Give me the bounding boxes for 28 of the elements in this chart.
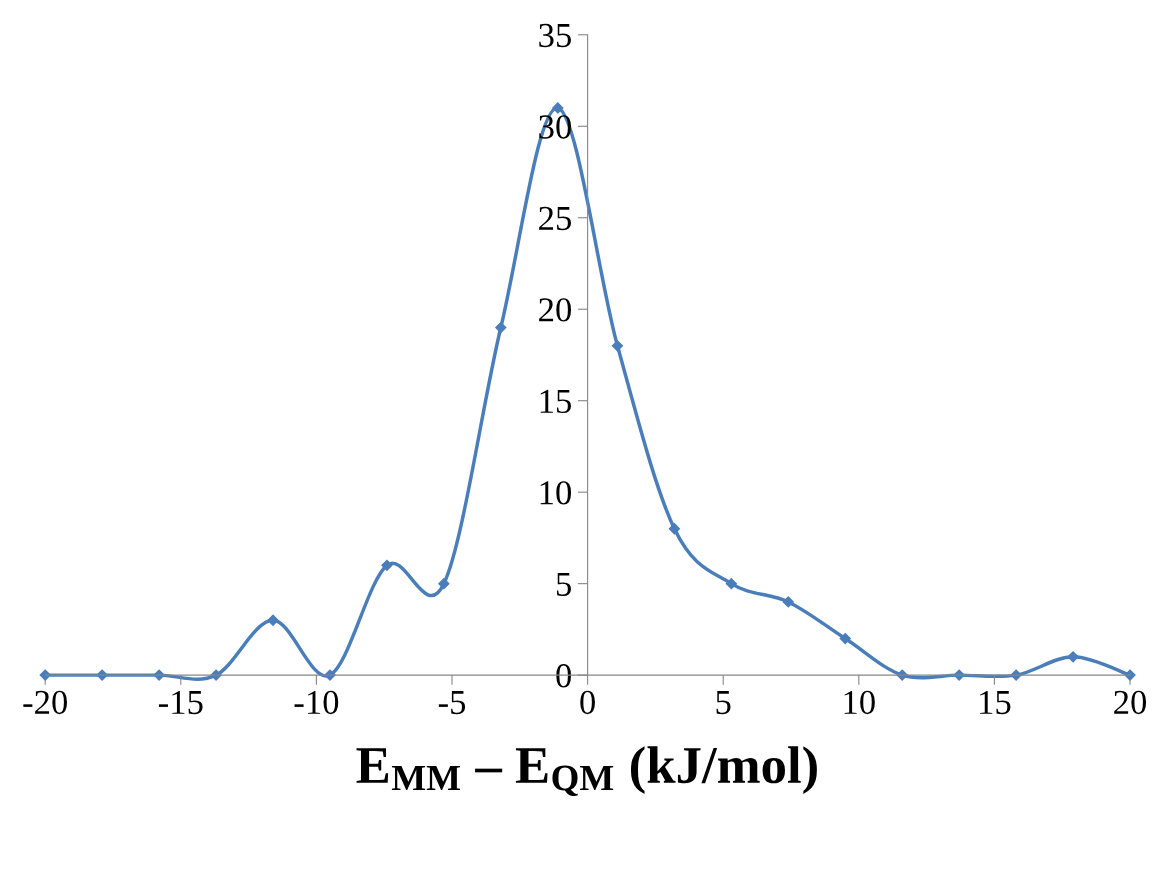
point — [668, 523, 681, 535]
point — [1067, 651, 1079, 663]
y-tick-label: 20 — [539, 298, 572, 322]
point — [267, 614, 279, 626]
point — [552, 102, 564, 114]
point — [725, 578, 737, 590]
y-tick-label: 10 — [540, 481, 572, 505]
x-tick-label: 15 — [980, 690, 1011, 715]
point — [839, 632, 851, 645]
y-tick-label: 15 — [540, 389, 571, 414]
point — [495, 321, 507, 334]
x-tick-label: -15 — [158, 690, 203, 715]
y-tick-label: 5 — [556, 572, 571, 597]
x-axis-title: E$_{MM}$ – E$_{QM}$ (kJ/mol) — [356, 746, 817, 797]
y-tick-label: 0 — [556, 664, 572, 688]
x-tick-label: 20 — [1114, 690, 1147, 715]
x-tick-label: -20 — [23, 690, 68, 715]
y-tick-label: 25 — [539, 206, 571, 231]
point — [381, 559, 393, 571]
x-tick-label: 5 — [716, 691, 731, 715]
point — [438, 578, 450, 590]
point — [782, 596, 794, 608]
x-tick-label: 0 — [580, 690, 595, 715]
x-tick-label: -10 — [294, 690, 339, 715]
y-tick-label: 35 — [539, 23, 571, 48]
x-tick-label: -5 — [438, 691, 466, 715]
point — [611, 340, 624, 352]
x-tick-label: 10 — [844, 690, 875, 715]
